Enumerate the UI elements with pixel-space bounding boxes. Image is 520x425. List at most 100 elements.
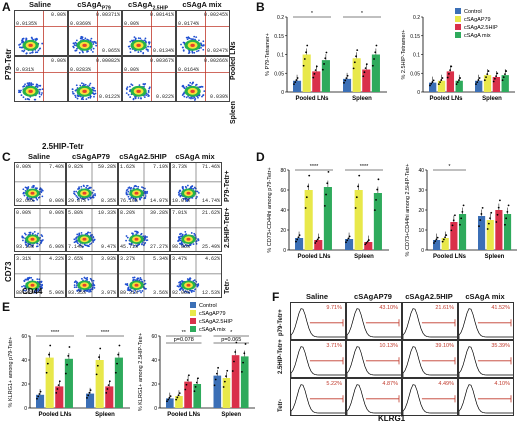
panel-e-right-sig-1: * <box>230 330 233 336</box>
panel-b-left-ylabel: % P79-Tetramer+ <box>265 33 271 76</box>
panel-e-right-pt-0-0-3 <box>169 395 172 397</box>
panel-d-left-pt-2-1-2 <box>366 240 369 243</box>
panel-c-tr-3: 71.46% <box>201 164 220 170</box>
panel-f-cell-2-1: 4.87% <box>346 378 402 416</box>
panel-e-left-bar-0-1 <box>86 393 95 408</box>
panel-a-row-lns: Pooled LNs <box>230 41 237 80</box>
panel-c-tl-5: 5.80% <box>68 210 84 216</box>
panel-b-left-pt-0-1-0 <box>343 81 345 84</box>
panel-d-right-pt-1-0-2 <box>444 236 446 239</box>
panel-f-hist-1-3 <box>459 346 513 377</box>
panel-d-left-pt-0-0-1 <box>296 238 299 241</box>
panel-e-right-ylabel: % KLRG1+ among 2.5HIP-Tetr+ <box>138 333 144 412</box>
panel-b-left-pt-1-1-2 <box>355 55 357 58</box>
panel-d-left-pt-1-0-2 <box>307 185 309 188</box>
panel-e-left-sig-0: **** <box>51 330 60 336</box>
panel-b-right-pt-1-0-1 <box>439 81 441 83</box>
panel-e-right-sig-3: p=0.065 <box>221 337 241 343</box>
panel-a-label: A <box>2 0 11 14</box>
panel-e-left-pt-0-1-3 <box>89 389 92 392</box>
panel-e-right-pt-3-0-3 <box>197 377 199 380</box>
panel-d-right-sig-0: * <box>448 164 451 170</box>
panel-d-left-sig-1: **** <box>360 164 369 170</box>
panel-c-tl-3: 3.73% <box>172 164 188 170</box>
panel-e-left-pt-2-1-3 <box>108 380 111 383</box>
panel-c-label: C <box>2 150 11 164</box>
panel-e-right-ytick-0: 0 <box>154 406 157 412</box>
panel-d-chart: 0 20 40 60 80 % CD73+CD44hi among p79-Tetr+ Po… <box>267 164 517 260</box>
panel-e-legend-swatch-3 <box>190 326 196 332</box>
panel-d-right-pt-2-0-2 <box>452 219 455 222</box>
panel-b-left-bar-2-1 <box>362 69 371 92</box>
panel-a-br-2: 0.0134% <box>152 48 174 54</box>
panel-c-tl-10: 3.27% <box>120 256 136 262</box>
panel-e-left-pt-3-1-1 <box>116 362 118 365</box>
panel-d-left-pt-0-0-2 <box>297 236 300 239</box>
panel-b-right-ytick-1: 0.05 <box>410 71 420 77</box>
panel-e-legend-swatch-0 <box>190 302 196 308</box>
panel-b-right-ylabel: % 2.5HIP-Tetramer+ <box>401 30 407 80</box>
panel-a-tr-2: 0.00141% <box>149 12 174 18</box>
panel-f-pct-6: 39.10% <box>435 343 454 349</box>
panel-b-left-bar-3-1 <box>371 54 380 92</box>
panel-f-hist-0-0 <box>291 308 345 339</box>
panel-c-bl-11: 92.06% <box>172 290 191 296</box>
panel-d-left-ytick-3: 60 <box>280 188 286 194</box>
panel-e-right-pt-0-1-1 <box>214 378 217 381</box>
panel-b-legend-swatch-1 <box>455 16 461 22</box>
panel-b-left-pt-3-0-0 <box>321 68 324 71</box>
panel-c-col-1: cSAgAP79 <box>72 152 110 161</box>
panel-c-tr-4: 0.00% <box>48 210 64 216</box>
panel-c-col-0: Saline <box>27 152 51 161</box>
panel-d-left-pt-2-1-3 <box>367 239 370 241</box>
panel-b-right-pt-1-1-1 <box>485 76 487 79</box>
panel-f-hist-2-1 <box>347 384 401 415</box>
panel-f-cell-1-3: 35.39% <box>458 340 514 378</box>
panel-e-right-ytick-2: 40 <box>151 358 157 364</box>
panel-d-right-pt-0-0-0 <box>433 242 435 244</box>
panel-a-tr-7: 0.00266% <box>203 58 228 64</box>
panel-a-tl-7: 0.0164% <box>178 67 200 73</box>
panel-d-left-pt-3-1-0 <box>373 209 376 211</box>
panel-b-left-pt-0-0-1 <box>294 81 297 83</box>
panel-e-left-pt-0-0-0 <box>36 397 38 400</box>
panel-c-cell-2-3-density <box>171 255 221 297</box>
panel-e-left-pt-3-0-1 <box>66 363 68 366</box>
panel-a-cell-0-2: 0.00141% 0.00% 0.0134% <box>122 10 176 56</box>
panel-d-right-bar-3-0 <box>458 214 467 250</box>
panel-d-right-pt-3-0-0 <box>459 223 461 226</box>
panel-e-left-pt-2-0-0 <box>55 391 58 394</box>
panel-d-left-bar-0-0 <box>295 238 304 250</box>
panel-b-left-group-0: Pooled LNs <box>295 96 329 102</box>
panel-d-right-ytick-1: 10 <box>418 228 424 234</box>
panel-c-tr-6: 39.28% <box>149 210 168 216</box>
panel-a-cell-1-1-density <box>69 57 121 101</box>
panel-e-left-pt-1-0-1 <box>46 362 49 365</box>
panel-c-cell-2-2: 3.27% 5.34% 89.31% 3.56% <box>118 254 170 298</box>
panel-a-tr-3: 0.00245% <box>203 12 228 18</box>
panel-e-right-group-0: Pooled LNs <box>167 412 201 418</box>
panel-f-cell-0-2: 21.61% <box>402 302 458 340</box>
panel-b-right-bar-0-1 <box>475 80 483 92</box>
panel-d-left-pt-0-0-0 <box>295 240 297 243</box>
panel-e-left-pt-1-0-2 <box>48 353 50 356</box>
panel-d-right-pt-1-0-0 <box>441 240 444 243</box>
panel-d-right-bar-2-1 <box>495 210 503 250</box>
panel-c-cell-2-0-density <box>15 255 65 297</box>
panel-a-cell-0-0-density <box>15 11 67 55</box>
panel-b-right-pt-2-0-0 <box>446 76 449 79</box>
panel-a-br-1: 0.065% <box>101 48 120 54</box>
panel-e-left-pt-2-0-1 <box>56 388 59 390</box>
panel-c-br-1: 8.35% <box>100 198 116 204</box>
panel-f-cell-2-3: 4.10% <box>458 378 514 416</box>
panel-f-hist-2-0 <box>291 384 345 415</box>
panel-b-left-pt-3-1-1 <box>373 58 375 60</box>
panel-d-left-pt-2-0-3 <box>317 236 320 239</box>
panel-e-left-pt-3-1-3 <box>118 344 121 347</box>
panel-c-cell-0-0-density <box>15 163 65 205</box>
panel-c-br-7: 25.49% <box>201 244 220 250</box>
panel-d-left-ylabel: % CD73+CD44hi among p79-Tetr+ <box>267 167 273 252</box>
panel-c-br-10: 3.56% <box>152 290 168 296</box>
panel-e-left-pt-2-0-3 <box>58 380 61 383</box>
panel-b-right-pt-3-0-1 <box>456 81 459 83</box>
